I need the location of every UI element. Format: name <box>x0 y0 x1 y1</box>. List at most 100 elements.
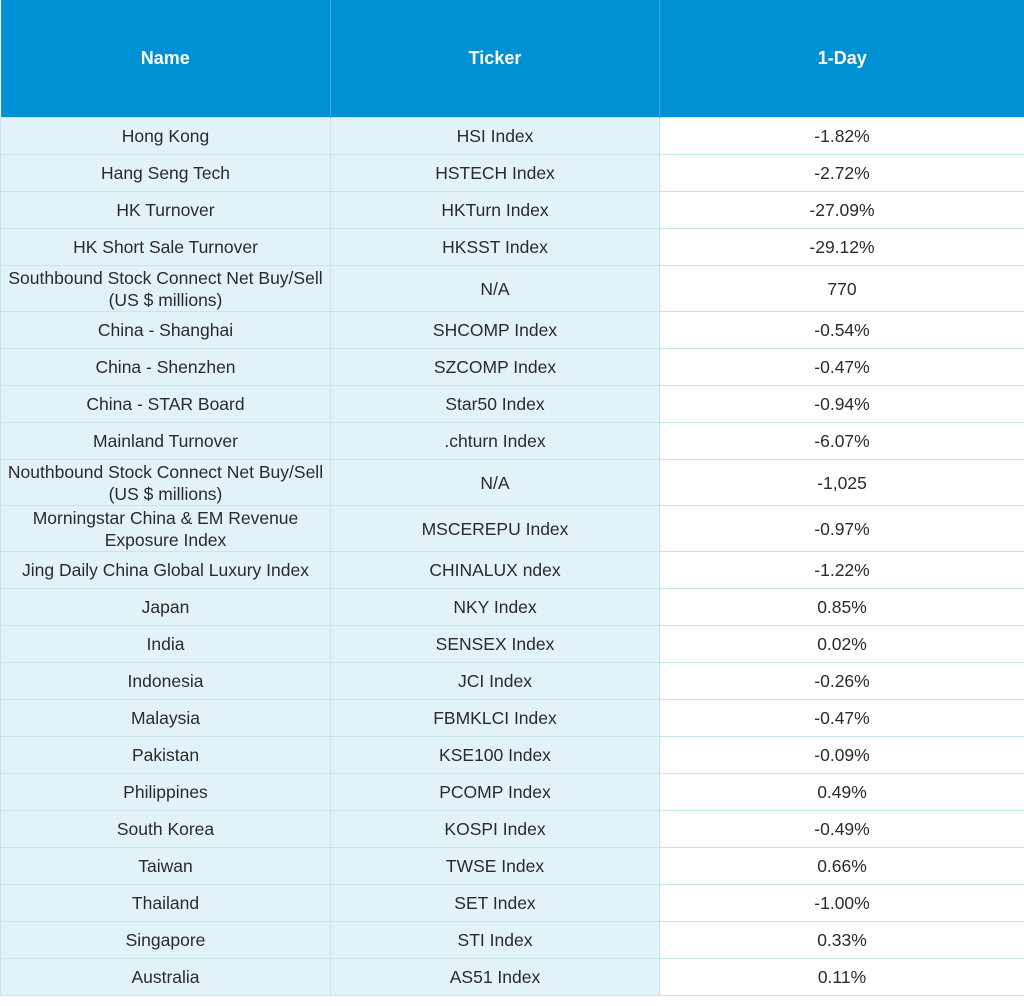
ticker-cell: SET Index <box>330 884 660 922</box>
change-cell: -0.54% <box>659 311 1024 349</box>
ticker-cell: HKTurn Index <box>330 191 660 229</box>
name-cell: Singapore <box>0 921 331 959</box>
table-row: Nouthbound Stock Connect Net Buy/Sell (U… <box>0 459 1024 506</box>
change-cell: 0.02% <box>659 625 1024 663</box>
change-cell: -1.00% <box>659 884 1024 922</box>
table-row: Taiwan TWSE Index 0.66% <box>0 847 1024 885</box>
header-cell: 1-Day <box>659 0 1024 118</box>
change-cell: -1,025 <box>659 459 1024 506</box>
name-cell: Morningstar China & EM Revenue Exposure … <box>0 505 331 552</box>
ticker-cell: AS51 Index <box>330 958 660 996</box>
table-row: HK Short Sale Turnover HKSST Index -29.12% <box>0 228 1024 266</box>
name-cell: Jing Daily China Global Luxury Index <box>0 551 331 589</box>
table-row: Japan NKY Index 0.85% <box>0 588 1024 626</box>
ticker-cell: NKY Index <box>330 588 660 626</box>
ticker-cell: FBMKLCI Index <box>330 699 660 737</box>
name-cell: Malaysia <box>0 699 331 737</box>
ticker-cell: SZCOMP Index <box>330 348 660 386</box>
name-cell: Mainland Turnover <box>0 422 331 460</box>
change-cell: 0.49% <box>659 773 1024 811</box>
name-cell: Taiwan <box>0 847 331 885</box>
name-cell: Pakistan <box>0 736 331 774</box>
ticker-cell: PCOMP Index <box>330 773 660 811</box>
ticker-cell: JCI Index <box>330 662 660 700</box>
change-cell: -27.09% <box>659 191 1024 229</box>
header-cell: Name <box>0 0 331 118</box>
table-row: Philippines PCOMP Index 0.49% <box>0 773 1024 811</box>
ticker-cell: KSE100 Index <box>330 736 660 774</box>
header-row: Name Ticker 1-Day <box>0 0 1024 118</box>
table-row: India SENSEX Index 0.02% <box>0 625 1024 663</box>
name-cell: Nouthbound Stock Connect Net Buy/Sell (U… <box>0 459 331 506</box>
change-cell: 0.33% <box>659 921 1024 959</box>
table-row: China - Shanghai SHCOMP Index -0.54% <box>0 311 1024 349</box>
name-cell: Hong Kong <box>0 117 331 155</box>
table-row: Jing Daily China Global Luxury Index CHIN… <box>0 551 1024 589</box>
table-row: Indonesia JCI Index -0.26% <box>0 662 1024 700</box>
change-cell: -0.26% <box>659 662 1024 700</box>
ticker-cell: KOSPI Index <box>330 810 660 848</box>
change-cell: -0.97% <box>659 505 1024 552</box>
table-body: Hong Kong HSI Index -1.82% Hang Seng Tech HS… <box>0 117 1024 996</box>
change-cell: 0.85% <box>659 588 1024 626</box>
table-row: Southbound Stock Connect Net Buy/Sell (U… <box>0 265 1024 312</box>
ticker-cell: N/A <box>330 459 660 506</box>
change-cell: -1.82% <box>659 117 1024 155</box>
ticker-cell: .chturn Index <box>330 422 660 460</box>
table-row: Singapore STI Index 0.33% <box>0 921 1024 959</box>
name-cell: Southbound Stock Connect Net Buy/Sell (U… <box>0 265 331 312</box>
table-row: China - Shenzhen SZCOMP Index -0.47% <box>0 348 1024 386</box>
change-cell: -0.49% <box>659 810 1024 848</box>
table-header: Name Ticker 1-Day <box>0 0 1024 118</box>
name-cell: Philippines <box>0 773 331 811</box>
change-cell: -0.47% <box>659 348 1024 386</box>
name-cell: Indonesia <box>0 662 331 700</box>
table-row: China - STAR Board Star50 Index -0.94% <box>0 385 1024 423</box>
table-row: Malaysia FBMKLCI Index -0.47% <box>0 699 1024 737</box>
name-cell: Hang Seng Tech <box>0 154 331 192</box>
name-cell: Australia <box>0 958 331 996</box>
name-cell: China - STAR Board <box>0 385 331 423</box>
change-cell: 770 <box>659 265 1024 312</box>
table-row: Australia AS51 Index 0.11% <box>0 958 1024 996</box>
name-cell: China - Shanghai <box>0 311 331 349</box>
change-cell: -6.07% <box>659 422 1024 460</box>
table-row: Hang Seng Tech HSTECH Index -2.72% <box>0 154 1024 192</box>
header-cell: Ticker <box>330 0 660 118</box>
change-cell: -0.09% <box>659 736 1024 774</box>
change-cell: -1.22% <box>659 551 1024 589</box>
ticker-cell: CHINALUX ndex <box>330 551 660 589</box>
change-cell: -0.47% <box>659 699 1024 737</box>
ticker-cell: SENSEX Index <box>330 625 660 663</box>
name-cell: China - Shenzhen <box>0 348 331 386</box>
name-cell: India <box>0 625 331 663</box>
ticker-cell: Star50 Index <box>330 385 660 423</box>
table-row: Mainland Turnover .chturn Index -6.07% <box>0 422 1024 460</box>
table-row: Morningstar China & EM Revenue Exposure … <box>0 505 1024 552</box>
name-cell: HK Short Sale Turnover <box>0 228 331 266</box>
name-cell: South Korea <box>0 810 331 848</box>
change-cell: 0.66% <box>659 847 1024 885</box>
ticker-cell: TWSE Index <box>330 847 660 885</box>
name-cell: Thailand <box>0 884 331 922</box>
ticker-cell: MSCEREPU Index <box>330 505 660 552</box>
change-cell: -29.12% <box>659 228 1024 266</box>
ticker-cell: HSTECH Index <box>330 154 660 192</box>
table-row: Pakistan KSE100 Index -0.09% <box>0 736 1024 774</box>
table-row: HK Turnover HKTurn Index -27.09% <box>0 191 1024 229</box>
ticker-cell: N/A <box>330 265 660 312</box>
name-cell: HK Turnover <box>0 191 331 229</box>
table-row: Hong Kong HSI Index -1.82% <box>0 117 1024 155</box>
table-row: Thailand SET Index -1.00% <box>0 884 1024 922</box>
table-row: South Korea KOSPI Index -0.49% <box>0 810 1024 848</box>
change-cell: -0.94% <box>659 385 1024 423</box>
ticker-cell: STI Index <box>330 921 660 959</box>
change-cell: -2.72% <box>659 154 1024 192</box>
ticker-cell: HSI Index <box>330 117 660 155</box>
name-cell: Japan <box>0 588 331 626</box>
ticker-cell: SHCOMP Index <box>330 311 660 349</box>
ticker-cell: HKSST Index <box>330 228 660 266</box>
change-cell: 0.11% <box>659 958 1024 996</box>
